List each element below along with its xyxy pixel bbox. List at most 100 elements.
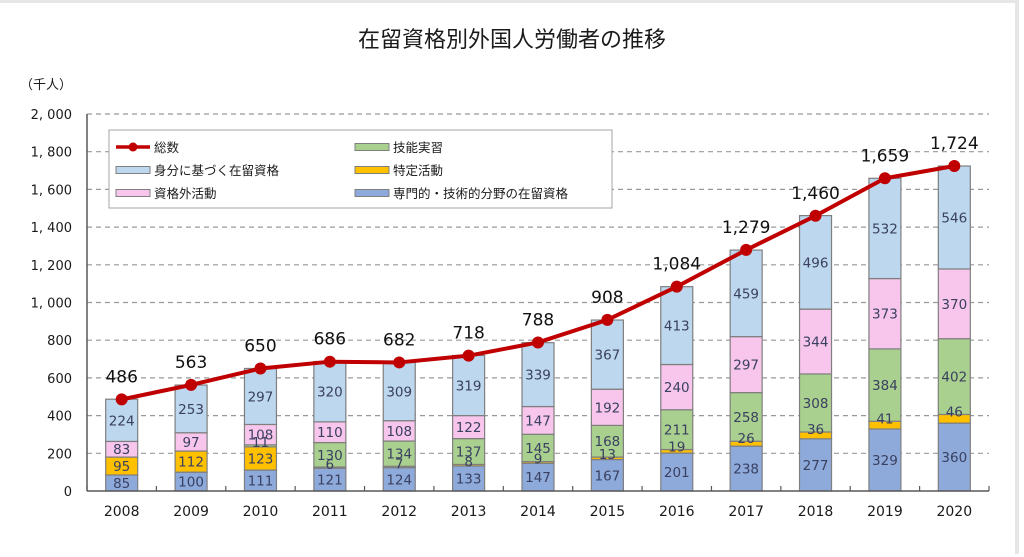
total-point xyxy=(878,172,891,185)
segment-label: 137 xyxy=(456,445,482,461)
x-tick-label: 2015 xyxy=(590,504,626,520)
segment-label: 112 xyxy=(178,455,204,471)
bar-segment xyxy=(313,360,347,423)
segment-label: 360 xyxy=(941,450,967,466)
segment-label: 277 xyxy=(803,458,829,474)
segment-label: 253 xyxy=(178,402,204,418)
bar-segment xyxy=(660,409,694,451)
bar-segment xyxy=(590,319,624,390)
bar-segment xyxy=(868,348,902,422)
total-point xyxy=(948,160,961,173)
y-tick-label: 1, 000 xyxy=(31,297,72,312)
total-label: 563 xyxy=(175,353,207,373)
bar-segment xyxy=(798,308,833,375)
bar-segment xyxy=(105,398,139,443)
bar-segment xyxy=(382,440,416,467)
segment-label: 367 xyxy=(594,348,620,364)
segment-label: 168 xyxy=(594,434,620,450)
total-label: 686 xyxy=(314,330,346,350)
y-axis-unit-label: （千人） xyxy=(20,78,72,93)
segment-label: 339 xyxy=(525,368,551,384)
segment-label: 134 xyxy=(386,447,412,463)
total-label: 486 xyxy=(105,367,137,387)
total-point xyxy=(670,280,683,293)
segment-label: 240 xyxy=(664,380,690,396)
legend-label: 特定活動 xyxy=(393,163,443,178)
y-tick-label: 600 xyxy=(47,372,72,387)
segment-label: 413 xyxy=(664,319,690,335)
segment-label: 258 xyxy=(733,410,759,426)
total-point xyxy=(740,243,753,256)
bar-segment xyxy=(590,424,624,458)
segment-label: 167 xyxy=(594,468,620,484)
segment-label: 111 xyxy=(248,474,274,490)
x-tick-label: 2012 xyxy=(381,504,417,520)
total-label: 650 xyxy=(244,336,276,356)
segment-label: 124 xyxy=(386,472,412,488)
legend-swatch xyxy=(354,143,390,151)
x-tick-label: 2019 xyxy=(867,504,903,520)
total-label: 1,460 xyxy=(791,184,840,204)
total-point xyxy=(532,336,544,349)
bar-segment xyxy=(521,342,555,408)
segment-label: 108 xyxy=(248,428,274,444)
bar-segment xyxy=(937,338,971,416)
segment-label: 297 xyxy=(248,389,274,405)
y-axis-ticks: 0 200 400 600 800 1, 000 1, 200 1, 400 1, 600 1, … xyxy=(31,108,72,500)
segment-label: 85 xyxy=(113,476,130,492)
segment-label: 532 xyxy=(872,221,898,237)
bar-segment xyxy=(729,249,763,338)
legend-swatch xyxy=(354,166,390,174)
y-tick-label: 800 xyxy=(47,334,72,349)
bar-segment xyxy=(521,433,555,463)
segment-label: 201 xyxy=(664,465,690,481)
segment-label: 122 xyxy=(456,420,482,436)
bar-segment xyxy=(452,437,486,466)
segment-label: 13 xyxy=(599,447,616,463)
legend-swatch xyxy=(115,189,151,197)
segment-label: 297 xyxy=(733,358,759,374)
segment-label: 110 xyxy=(317,425,343,441)
segment-label: 370 xyxy=(941,297,967,313)
x-tick-label: 2017 xyxy=(728,504,764,520)
total-point xyxy=(462,349,475,362)
legend-label: 身分に基づく在留資格 xyxy=(154,163,280,178)
segment-label: 9 xyxy=(534,452,543,468)
segment-label: 402 xyxy=(941,370,967,386)
bar-segment xyxy=(798,215,833,310)
bar-segment xyxy=(660,286,694,366)
bar-segment xyxy=(868,177,902,280)
segment-label: 192 xyxy=(594,400,620,416)
bar-segment xyxy=(590,388,624,427)
segment-label: 95 xyxy=(113,459,130,475)
total-label: 1,659 xyxy=(861,146,910,166)
axes xyxy=(86,114,990,492)
total-line xyxy=(115,160,961,406)
segment-label: 309 xyxy=(386,385,412,401)
bar-segment xyxy=(452,354,486,417)
y-tick-label: 0 xyxy=(64,485,72,500)
bar-segment xyxy=(243,367,278,426)
segment-label: 211 xyxy=(664,423,690,439)
total-label: 1,724 xyxy=(930,134,979,154)
x-tick-label: 2020 xyxy=(936,504,972,520)
segment-label: 344 xyxy=(803,335,829,351)
segment-label: 496 xyxy=(803,255,829,271)
segment-label: 373 xyxy=(872,307,898,323)
segment-label: 308 xyxy=(803,396,829,412)
segment-label: 100 xyxy=(178,475,204,491)
bar-segment xyxy=(729,445,763,492)
bar-segment xyxy=(868,277,902,350)
total-label: 788 xyxy=(522,310,554,330)
stacked-bars xyxy=(105,165,971,492)
y-tick-label: 200 xyxy=(47,447,72,462)
total-label: 1,084 xyxy=(652,255,701,275)
y-tick-label: 2, 000 xyxy=(31,108,72,123)
x-tick-label: 2010 xyxy=(243,504,279,520)
x-tick-label: 2013 xyxy=(451,504,487,520)
segment-labels: 85 100 111 121 124 133 147 167 201 238 277 329 36095… xyxy=(109,210,967,492)
legend-label: 資格外活動 xyxy=(154,186,217,201)
total-labels: 486 563 650 686 682 718 788 908 1,084 1,279 1,460 1… xyxy=(105,134,978,387)
